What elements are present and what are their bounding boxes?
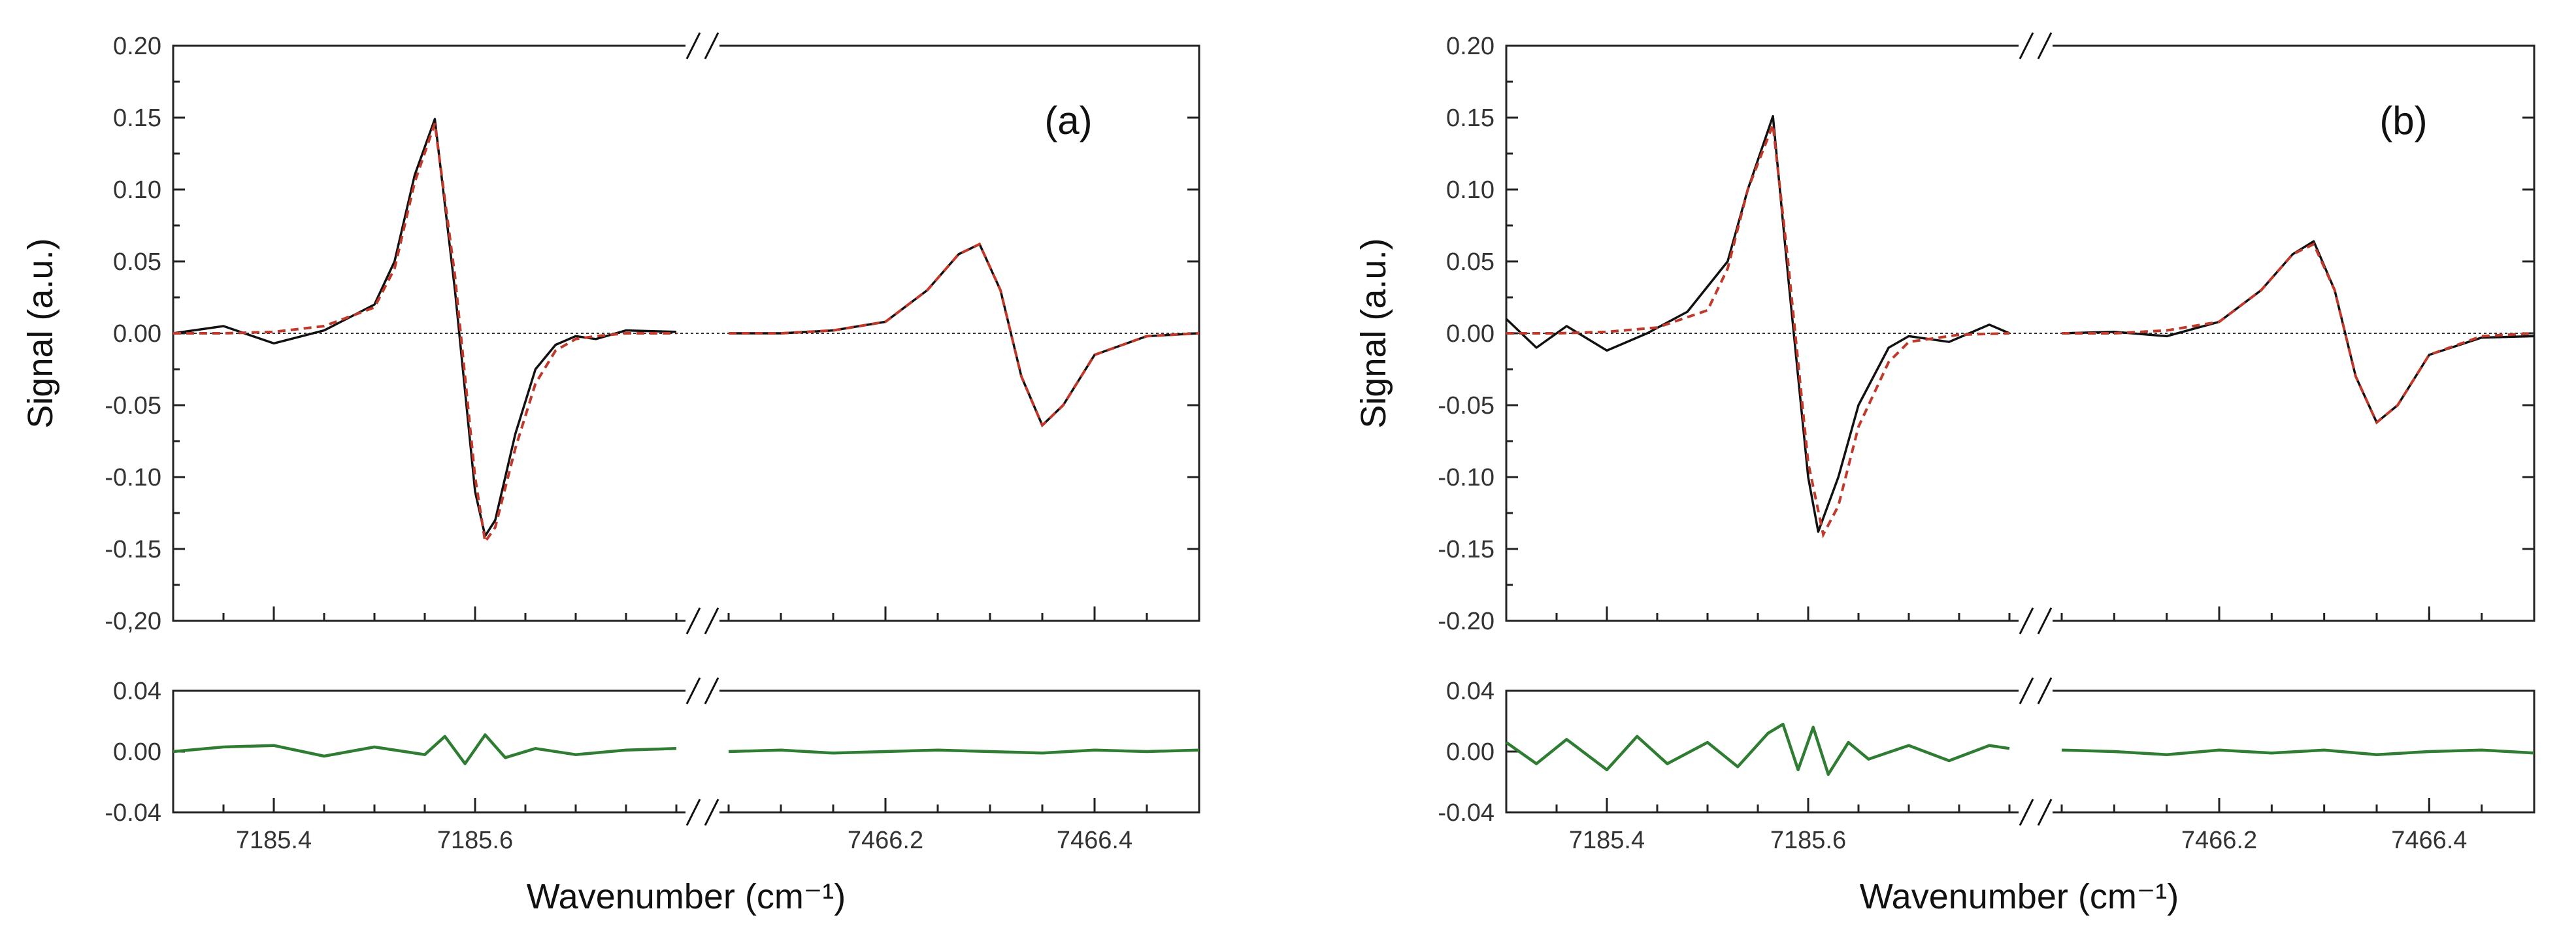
axis-break-residual-slash [704,799,719,826]
y-tick-label: -0.15 [105,536,161,563]
panel-a: 0.20 0.15 0.10 0.05 0.00 -0.05 -0.10 -0.15 -0,20… [21,15,1200,916]
residual-line [173,733,677,765]
axis-break-symbol: // [2028,15,2043,42]
residual-y-tick-label: 0.00 [113,738,161,766]
x-tick-label: 7185.6 [1770,827,1846,854]
residual-y-tick-label: 0.04 [1446,678,1494,705]
y-tick-label: -0.10 [1438,464,1494,491]
x-axis-label: Wavenumber (cm⁻¹) [1860,877,2179,916]
x-tick-label: 7185.4 [1569,827,1645,854]
y-tick-label: -0.15 [1438,536,1494,563]
axis-break-main-slash [2019,32,2034,59]
residual-area-frame [1505,689,2535,814]
y-tick-label: 0.05 [1446,248,1494,276]
y-tick-label: -0.05 [105,392,161,420]
x-tick-label: 7466.4 [1057,827,1132,854]
axis-break-residual-slash [685,799,701,826]
axis-break-main-slash [2037,32,2053,59]
measured-spectrum-line [173,118,677,537]
axis-break-main-slash [2019,607,2034,635]
residual-line [2061,748,2535,756]
axis-break-main-slash [2037,607,2053,635]
y-tick-label: 0.20 [113,33,161,60]
y-tick-label: 0.00 [113,320,161,348]
measured-spectrum-line [1505,115,2010,533]
y-tick-label: 0.20 [1446,33,1494,60]
x-tick-label: 7466.4 [2391,827,2467,854]
residual-y-tick-label: -0.04 [1438,799,1494,827]
axis-break-residual-slash [2037,799,2053,826]
residual-y-tick-label: 0.04 [113,678,161,705]
fit-spectrum-line [1506,124,2010,539]
y-tick-label: 0.05 [113,248,161,276]
axis-break-residual-slash [2037,677,2053,705]
y-tick-label: 0.00 [1446,320,1494,348]
y-tick-label: -0.05 [1438,392,1494,420]
residual-line [1505,722,2010,776]
x-tick-label: 7466.2 [848,827,923,854]
residual-line [728,748,1200,755]
residual-y-tick-label: -0.04 [105,799,161,827]
fit-spectrum-line [729,242,1200,428]
axis-break-main-slash [685,32,701,59]
x-axis-label: Wavenumber (cm⁻¹) [527,877,846,916]
axis-break-residual-slash [685,677,701,705]
fit-spectrum-line [173,123,676,546]
y-tick-label: 0.10 [113,176,161,204]
residual-y-tick-label: 0.00 [1446,738,1494,766]
x-tick-label: 7185.4 [236,827,312,854]
y-tick-label: 0.15 [113,105,161,132]
panel-label: (b) [2379,99,2427,142]
axis-break-main-slash [704,32,719,59]
y-axis-label: Signal (a.u.) [21,238,60,428]
axis-break-main-slash [685,607,701,635]
y-tick-label: 0.10 [1446,176,1494,204]
axis-break-residual-slash [704,677,719,705]
axis-break-main-slash [704,607,719,635]
y-tick-label: 0.15 [1446,105,1494,132]
x-tick-label: 7185.6 [437,827,513,854]
axis-break-symbol: // [695,15,710,42]
fit-spectrum-line [2062,242,2535,425]
axis-break-residual-slash [2019,677,2034,705]
x-tick-label: 7466.2 [2181,827,2257,854]
y-tick-label: -0.20 [1438,608,1494,635]
y-axis-label: Signal (a.u.) [1354,238,1393,428]
y-tick-label: -0.10 [105,464,161,491]
panel-label: (a) [1044,99,1092,142]
panel-b: 0.20 0.15 0.10 0.05 0.00 -0.05 -0.10 -0.15 -0.20… [1354,15,2535,916]
y-tick-label: -0,20 [105,608,161,635]
measured-spectrum-line [729,242,1200,427]
axis-break-residual-slash [2019,799,2034,826]
